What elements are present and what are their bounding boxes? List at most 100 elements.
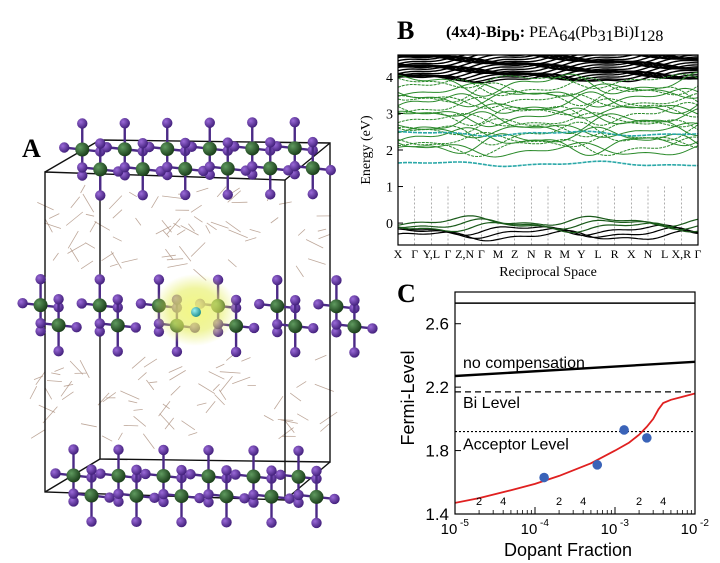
- band-kpoint-label: X,R: [671, 247, 691, 261]
- lead-atom: [174, 489, 189, 504]
- fermi-level-plot: Conduction Band Bi Level Acceptor Level no …: [455, 292, 695, 504]
- organic-bond: [101, 252, 115, 262]
- organic-bond: [102, 392, 117, 403]
- title-f-s3: 128: [639, 28, 663, 45]
- iodine-atom: [248, 497, 259, 508]
- organic-bond: [161, 254, 176, 258]
- organic-bond: [227, 190, 241, 203]
- organic-bond: [109, 263, 118, 267]
- organic-bond: [284, 419, 295, 433]
- organic-bond: [296, 381, 307, 388]
- lead-atom: [135, 162, 150, 177]
- band-line-green: [398, 122, 698, 139]
- fermi-y-tick-label: 1.4: [425, 505, 449, 524]
- organic-bond: [121, 258, 138, 263]
- iodine-atom: [265, 189, 276, 200]
- organic-bond: [196, 402, 207, 406]
- iodine-atom: [86, 516, 97, 527]
- lead-atom: [263, 161, 278, 176]
- iodine-atom: [290, 346, 301, 358]
- iodine-atom: [275, 469, 286, 480]
- iodine-atom: [203, 497, 214, 508]
- organic-bond: [65, 211, 84, 226]
- band-kpoint-label: Z,N: [455, 247, 474, 261]
- iodine-atom: [239, 493, 250, 504]
- organic-bond: [123, 425, 139, 427]
- iodine-atom: [35, 273, 46, 285]
- organic-bond: [60, 380, 73, 397]
- lead-atom: [129, 488, 144, 503]
- fermi-x-tick-label: 10: [601, 521, 618, 538]
- organic-bond: [79, 360, 90, 378]
- organic-bond: [173, 222, 181, 228]
- iodine-atom: [95, 468, 106, 479]
- organic-bond: [188, 223, 195, 232]
- organic-bond: [165, 248, 174, 260]
- iodine-atom: [68, 488, 79, 499]
- organic-bond: [249, 229, 261, 233]
- organic-bond: [117, 432, 123, 441]
- organic-bond: [198, 383, 216, 395]
- organic-bond: [278, 427, 294, 440]
- iodine-atom: [247, 161, 258, 172]
- band-line-green: [398, 92, 698, 109]
- organic-bond: [205, 401, 216, 414]
- organic-bond: [120, 390, 140, 400]
- iodine-atom: [222, 137, 233, 148]
- fermi-plot-frame: [454, 291, 696, 515]
- series-line-fermi: [455, 392, 695, 504]
- iodine-atom: [158, 488, 169, 500]
- organic-bond: [69, 247, 80, 263]
- band-kpoint-label: M: [493, 247, 504, 261]
- iodine-atom: [77, 170, 88, 181]
- band-line-impurity: [398, 130, 698, 138]
- lead-atom: [156, 468, 171, 483]
- band-line-green: [398, 103, 698, 119]
- organic-bond: [318, 233, 331, 240]
- iodine-atom: [153, 274, 165, 285]
- organic-bond: [94, 221, 110, 231]
- organic-bond: [297, 229, 306, 236]
- iodine-atom: [247, 117, 258, 128]
- band-line-impurity: [398, 160, 698, 168]
- band-kpoint-labels: X Γ Y,L Γ Z,N Γ M Z N R M Y L R X N L X,R Γ: [394, 247, 702, 261]
- reference-line-label: Acceptor Level: [463, 437, 569, 454]
- organic-bond: [228, 229, 248, 239]
- data-point: [619, 425, 629, 435]
- fermi-x-tick-label: 10: [681, 521, 698, 538]
- lead-atom: [93, 162, 108, 177]
- organic-bond: [307, 258, 326, 265]
- iodine-atom: [325, 164, 336, 176]
- title-f-s1: 64: [559, 28, 575, 45]
- title-f-p1: PEA: [529, 24, 560, 41]
- iodine-atom: [94, 318, 105, 329]
- organic-bond: [29, 386, 38, 400]
- organic-bond: [158, 400, 171, 417]
- organic-bond: [196, 187, 209, 193]
- fermi-y-tick-label: 2.2: [425, 378, 449, 397]
- fermi-x-minor-label: 2: [556, 496, 562, 508]
- band-kpoint-label: X: [627, 247, 636, 261]
- organic-bond: [180, 225, 199, 236]
- organic-bond: [159, 413, 175, 430]
- iodine-atom: [293, 489, 304, 501]
- organic-bond: [280, 419, 298, 424]
- band-kpoint-label: Y,L: [423, 247, 440, 261]
- iodine-atom: [176, 464, 187, 476]
- bi-atom: [191, 307, 201, 317]
- band-line-green: [398, 96, 698, 118]
- iodine-atom: [331, 275, 342, 286]
- organic-bond: [110, 251, 122, 269]
- iodine-atom: [95, 190, 106, 201]
- band-x-axis-label: Reciprocal Space: [499, 265, 597, 280]
- lead-atom: [92, 298, 107, 313]
- iodine-atom: [248, 489, 259, 500]
- iodine-atom: [367, 323, 378, 334]
- iodine-atom: [59, 142, 70, 153]
- band-kpoint-label: L: [661, 247, 668, 261]
- organic-bond: [133, 415, 147, 427]
- organic-bond: [131, 356, 146, 369]
- iodine-atom: [311, 465, 322, 477]
- fermi-x-tick-exponent: -2: [700, 518, 709, 529]
- iodine-atom: [94, 274, 105, 285]
